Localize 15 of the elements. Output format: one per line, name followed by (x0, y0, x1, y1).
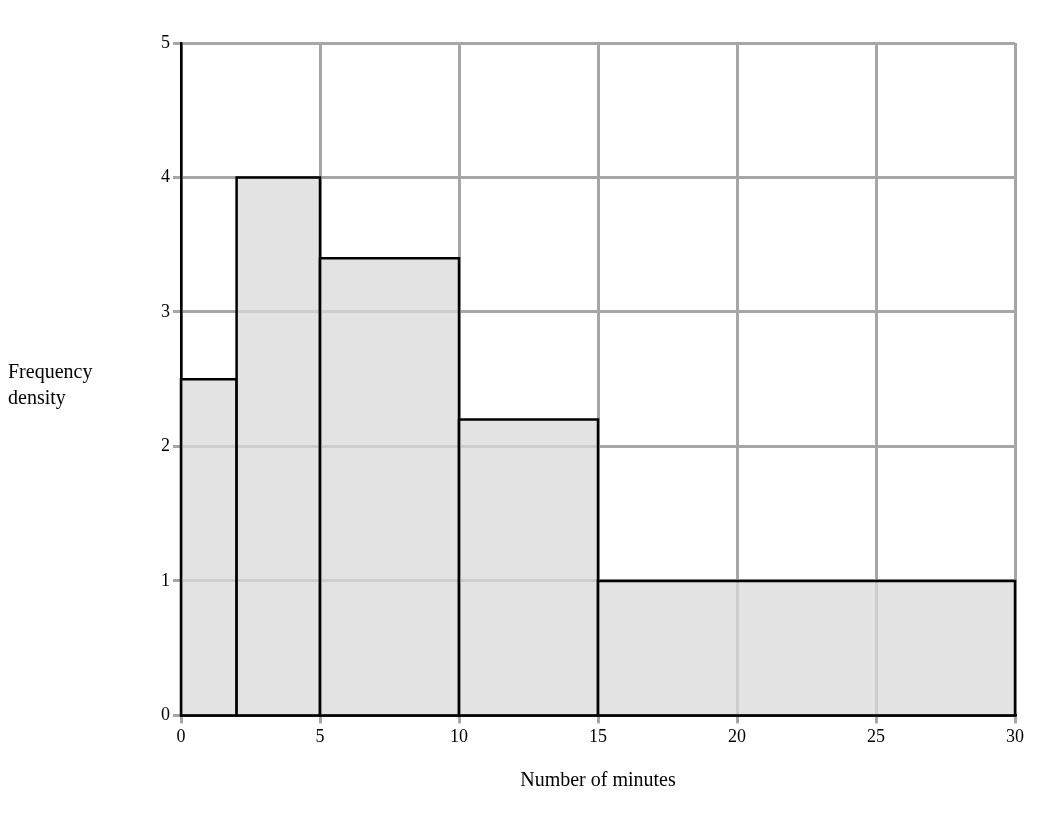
y-tick-label: 4 (161, 166, 170, 187)
x-tick-label: 15 (589, 725, 607, 746)
x-tick-label: 0 (176, 725, 186, 746)
x-tick-label: 25 (867, 725, 885, 746)
x-tick-label: 30 (1006, 725, 1024, 746)
y-tick-label: 5 (161, 31, 170, 52)
x-tick-label: 10 (450, 725, 468, 746)
y-tick-label: 2 (161, 435, 170, 456)
y-tick-label: 1 (161, 569, 170, 590)
x-tick-label: 5 (315, 725, 325, 746)
x-axis-title: Number of minutes (520, 768, 676, 791)
y-tick-label: 0 (161, 704, 170, 725)
y-tick-label: 3 (161, 300, 170, 321)
y-axis-title: Frequency density (8, 359, 94, 410)
x-tick-label: 20 (728, 725, 746, 746)
